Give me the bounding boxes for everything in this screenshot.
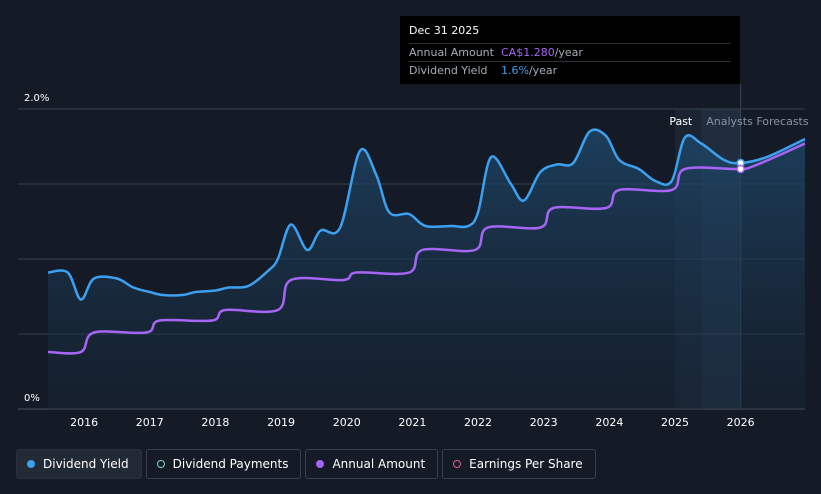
- period-forecast-label: Analysts Forecasts: [706, 115, 809, 128]
- period-past-label: Past: [669, 115, 693, 128]
- legend-label: Annual Amount: [332, 457, 426, 471]
- tooltip-label: Dividend Yield: [409, 64, 488, 77]
- x-tick-label: 2016: [70, 416, 98, 429]
- x-tick-label: 2020: [333, 416, 361, 429]
- annual-amount-line: [47, 142, 806, 355]
- dividend-yield-area: [48, 129, 805, 410]
- y-tick-label: 2.0%: [24, 93, 49, 104]
- tooltip: Dec 31 2025 Annual Amount CA$1.280 /year…: [400, 16, 740, 84]
- tooltip-unit: /year: [554, 46, 583, 59]
- y-tick-label: 0%: [24, 393, 40, 404]
- legend-label: Dividend Payments: [172, 457, 289, 471]
- x-tick-label: 2017: [136, 416, 164, 429]
- annual-amount-marker: [736, 164, 745, 174]
- x-tick-label: 2026: [727, 416, 755, 429]
- x-tick-label: 2024: [595, 416, 623, 429]
- legend-dot-icon: [27, 460, 35, 468]
- legend-label: Dividend Yield: [43, 457, 129, 471]
- legend-annual-amount[interactable]: Annual Amount: [305, 449, 439, 479]
- legend-label: Earnings Per Share: [469, 457, 583, 471]
- legend-dividend-payments[interactable]: Dividend Payments: [145, 449, 302, 479]
- x-tick-label: 2025: [661, 416, 689, 429]
- x-tick-label: 2019: [267, 416, 295, 429]
- tooltip-date: Dec 31 2025: [409, 24, 480, 37]
- tooltip-label: Annual Amount: [409, 46, 494, 59]
- x-tick-label: 2023: [530, 416, 558, 429]
- legend-ring-icon: [156, 460, 165, 468]
- x-tick-label: 2022: [464, 416, 492, 429]
- tooltip-unit: /year: [528, 64, 558, 77]
- tooltip-row-annual-amount: Annual Amount CA$1.280 /year: [409, 43, 731, 61]
- legend-dividend-yield[interactable]: Dividend Yield: [16, 449, 142, 479]
- legend: Dividend Yield Dividend Payments Annual …: [16, 449, 596, 481]
- x-tick-label: 2018: [201, 416, 229, 429]
- tooltip-value: CA$1.280: [501, 46, 555, 59]
- tooltip-value: 1.6%: [501, 64, 529, 77]
- dividend-yield-line: [47, 128, 806, 301]
- dividend-chart: 2.0% 0% 2016 2017 2018 2019 2020 2021 2022 2023 20…: [18, 84, 809, 429]
- legend-ring-icon: [453, 460, 462, 468]
- legend-earnings-per-share[interactable]: Earnings Per Share: [442, 449, 596, 479]
- x-tick-label: 2021: [398, 416, 426, 429]
- tooltip-row-dividend-yield: Dividend Yield 1.6% /year: [409, 61, 731, 79]
- legend-dot-icon: [316, 460, 325, 468]
